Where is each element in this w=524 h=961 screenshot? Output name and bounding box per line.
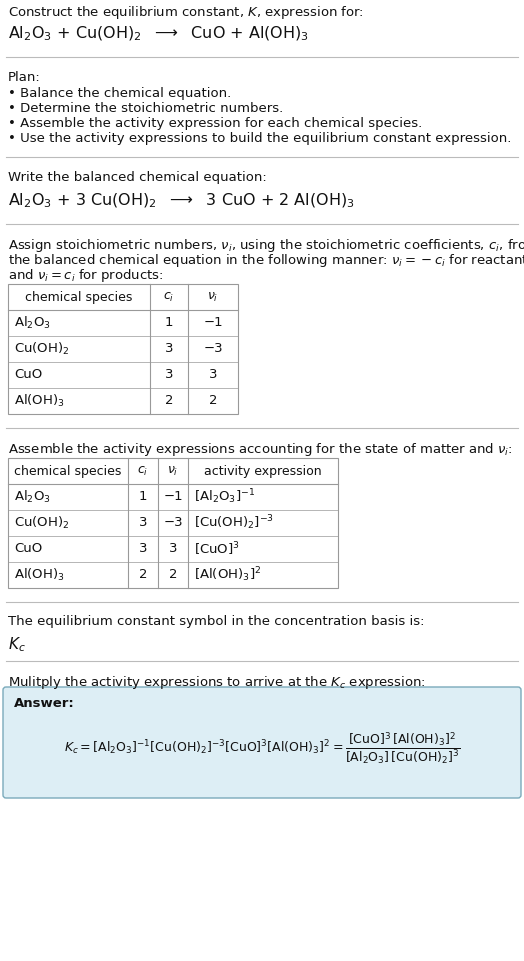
Text: −1: −1 — [203, 316, 223, 330]
Text: Answer:: Answer: — [14, 697, 75, 710]
FancyBboxPatch shape — [3, 687, 521, 798]
Text: $\nu_i$: $\nu_i$ — [208, 290, 219, 304]
Bar — [8, 284, 238, 414]
Text: 3: 3 — [165, 342, 173, 356]
Text: • Determine the stoichiometric numbers.: • Determine the stoichiometric numbers. — [8, 102, 283, 115]
Text: [Al(OH)$_3$]$^2$: [Al(OH)$_3$]$^2$ — [194, 566, 261, 584]
Text: 2: 2 — [165, 395, 173, 407]
Text: −1: −1 — [163, 490, 183, 504]
Text: The equilibrium constant symbol in the concentration basis is:: The equilibrium constant symbol in the c… — [8, 615, 424, 628]
Text: Assign stoichiometric numbers, $\nu_i$, using the stoichiometric coefficients, $: Assign stoichiometric numbers, $\nu_i$, … — [8, 237, 524, 254]
Text: CuO: CuO — [14, 368, 42, 382]
Text: [CuO]$^3$: [CuO]$^3$ — [194, 540, 239, 557]
Text: [Cu(OH)$_2$]$^{-3}$: [Cu(OH)$_2$]$^{-3}$ — [194, 513, 274, 532]
Text: $K_c$: $K_c$ — [8, 635, 26, 653]
Text: Cu(OH)$_2$: Cu(OH)$_2$ — [14, 341, 69, 357]
Text: Al$_2$O$_3$: Al$_2$O$_3$ — [14, 489, 51, 505]
Text: Plan:: Plan: — [8, 71, 41, 84]
Text: Al$_2$O$_3$ + 3 Cu(OH)$_2$  $\longrightarrow$  3 CuO + 2 Al(OH)$_3$: Al$_2$O$_3$ + 3 Cu(OH)$_2$ $\longrightar… — [8, 192, 355, 210]
Text: 3: 3 — [209, 368, 217, 382]
Text: Al$_2$O$_3$ + Cu(OH)$_2$  $\longrightarrow$  CuO + Al(OH)$_3$: Al$_2$O$_3$ + Cu(OH)$_2$ $\longrightarro… — [8, 25, 309, 43]
Text: chemical species: chemical species — [25, 290, 133, 304]
Text: • Assemble the activity expression for each chemical species.: • Assemble the activity expression for e… — [8, 117, 422, 130]
Text: Write the balanced chemical equation:: Write the balanced chemical equation: — [8, 171, 267, 184]
Bar — [8, 458, 338, 588]
Text: −3: −3 — [203, 342, 223, 356]
Text: • Use the activity expressions to build the equilibrium constant expression.: • Use the activity expressions to build … — [8, 132, 511, 145]
Text: Mulitply the activity expressions to arrive at the $K_c$ expression:: Mulitply the activity expressions to arr… — [8, 674, 426, 691]
Text: $\nu_i$: $\nu_i$ — [167, 464, 179, 478]
Text: 2: 2 — [139, 569, 147, 581]
Text: 1: 1 — [165, 316, 173, 330]
Text: Cu(OH)$_2$: Cu(OH)$_2$ — [14, 515, 69, 531]
Text: Al(OH)$_3$: Al(OH)$_3$ — [14, 393, 65, 409]
Text: CuO: CuO — [14, 543, 42, 555]
Text: Construct the equilibrium constant, $K$, expression for:: Construct the equilibrium constant, $K$,… — [8, 4, 364, 21]
Text: 2: 2 — [169, 569, 177, 581]
Text: • Balance the chemical equation.: • Balance the chemical equation. — [8, 87, 231, 100]
Text: 1: 1 — [139, 490, 147, 504]
Text: $K_c = [\mathrm{Al_2O_3}]^{-1} [\mathrm{Cu(OH)_2}]^{-3} [\mathrm{CuO}]^3 [\mathr: $K_c = [\mathrm{Al_2O_3}]^{-1} [\mathrm{… — [64, 730, 460, 766]
Text: Al$_2$O$_3$: Al$_2$O$_3$ — [14, 315, 51, 331]
Text: 2: 2 — [209, 395, 217, 407]
Text: and $\nu_i = c_i$ for products:: and $\nu_i = c_i$ for products: — [8, 267, 163, 284]
Text: activity expression: activity expression — [204, 464, 322, 478]
Text: 3: 3 — [139, 516, 147, 530]
Text: [Al$_2$O$_3$]$^{-1}$: [Al$_2$O$_3$]$^{-1}$ — [194, 487, 255, 506]
Text: 3: 3 — [165, 368, 173, 382]
Text: $c_i$: $c_i$ — [137, 464, 149, 478]
Text: −3: −3 — [163, 516, 183, 530]
Text: 3: 3 — [139, 543, 147, 555]
Text: chemical species: chemical species — [14, 464, 122, 478]
Text: 3: 3 — [169, 543, 177, 555]
Text: $c_i$: $c_i$ — [163, 290, 174, 304]
Text: Al(OH)$_3$: Al(OH)$_3$ — [14, 567, 65, 583]
Text: the balanced chemical equation in the following manner: $\nu_i = -c_i$ for react: the balanced chemical equation in the fo… — [8, 252, 524, 269]
Text: Assemble the activity expressions accounting for the state of matter and $\nu_i$: Assemble the activity expressions accoun… — [8, 441, 512, 458]
